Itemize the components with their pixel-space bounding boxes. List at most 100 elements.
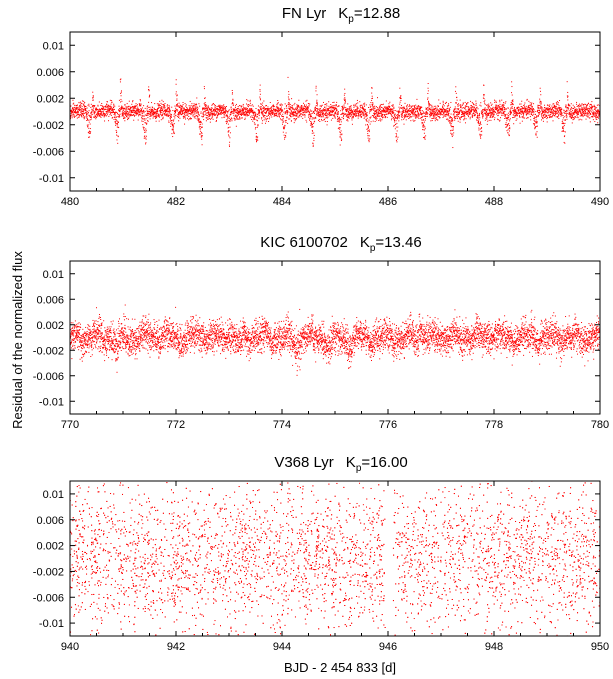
data-point (445, 109, 447, 111)
data-point (258, 110, 260, 112)
data-point (327, 108, 329, 110)
data-point (396, 114, 398, 116)
data-point (221, 112, 223, 114)
data-point (127, 113, 129, 115)
data-point (199, 120, 201, 122)
data-point (185, 112, 187, 114)
data-point (480, 127, 482, 129)
data-point (165, 111, 167, 113)
data-point (310, 123, 312, 125)
data-point (385, 107, 387, 109)
data-point (205, 113, 207, 115)
data-point (382, 107, 384, 109)
data-point (253, 111, 255, 113)
data-point (175, 79, 177, 81)
data-point (387, 109, 389, 111)
data-point (163, 112, 165, 114)
data-point (555, 108, 557, 110)
data-point (285, 111, 287, 113)
data-point (447, 110, 449, 112)
data-point (308, 114, 310, 116)
data-point (459, 121, 461, 123)
data-point (200, 121, 202, 123)
data-point (275, 106, 277, 108)
data-point (173, 123, 175, 125)
data-point (322, 111, 324, 113)
data-point (214, 114, 216, 116)
data-point (494, 108, 496, 110)
data-point (133, 108, 135, 110)
data-point (434, 114, 436, 116)
data-point (369, 117, 371, 119)
data-point (255, 127, 257, 129)
data-point (548, 114, 550, 116)
data-point (537, 112, 539, 114)
data-point (372, 106, 374, 108)
data-point (287, 107, 289, 109)
data-point (332, 111, 334, 113)
data-point (461, 110, 463, 112)
data-point (331, 110, 333, 112)
data-point (194, 117, 196, 119)
data-point (256, 114, 258, 116)
data-point (216, 107, 218, 109)
data-point (298, 116, 300, 118)
data-point (445, 110, 447, 112)
data-point (415, 108, 417, 110)
data-point (149, 113, 151, 115)
data-point (150, 113, 152, 115)
data-point (488, 113, 490, 115)
data-point (237, 105, 239, 107)
data-point (294, 115, 296, 117)
data-point (113, 104, 115, 106)
data-point (341, 106, 343, 107)
data-point (113, 114, 115, 115)
data-point (112, 111, 114, 113)
data-point (192, 107, 194, 109)
data-point (439, 110, 441, 112)
data-point (309, 109, 311, 111)
data-point (495, 108, 497, 110)
data-point (82, 112, 84, 114)
data-point (413, 110, 415, 112)
data-point (413, 109, 415, 111)
data-point (161, 107, 163, 109)
data-point (437, 115, 439, 117)
data-point (553, 106, 555, 108)
data-point (251, 116, 253, 118)
data-point (173, 132, 175, 134)
data-point (263, 116, 265, 118)
data-point (276, 113, 278, 115)
data-point (562, 127, 564, 129)
data-point (505, 122, 507, 124)
data-point (295, 115, 297, 117)
data-point (326, 117, 328, 119)
data-point (301, 113, 303, 115)
data-point (316, 115, 318, 117)
data-point (250, 108, 252, 110)
data-point (529, 107, 531, 109)
data-point (486, 111, 488, 113)
data-point (348, 116, 350, 118)
data-point (207, 105, 209, 107)
data-point (267, 114, 269, 116)
data-point (286, 110, 288, 112)
data-point (155, 116, 157, 118)
data-point (375, 109, 377, 111)
data-point (443, 105, 445, 107)
data-point (106, 111, 108, 113)
data-point (83, 113, 85, 115)
data-point (288, 108, 290, 110)
data-point (110, 108, 112, 110)
data-point (488, 114, 489, 116)
data-point (194, 104, 196, 106)
data-point (462, 110, 464, 112)
data-point (559, 109, 561, 111)
data-point (179, 117, 181, 119)
data-point (371, 99, 373, 101)
data-point (332, 108, 334, 110)
data-point (186, 112, 188, 114)
data-point (139, 111, 141, 113)
data-point (568, 108, 570, 110)
data-point (117, 112, 118, 114)
